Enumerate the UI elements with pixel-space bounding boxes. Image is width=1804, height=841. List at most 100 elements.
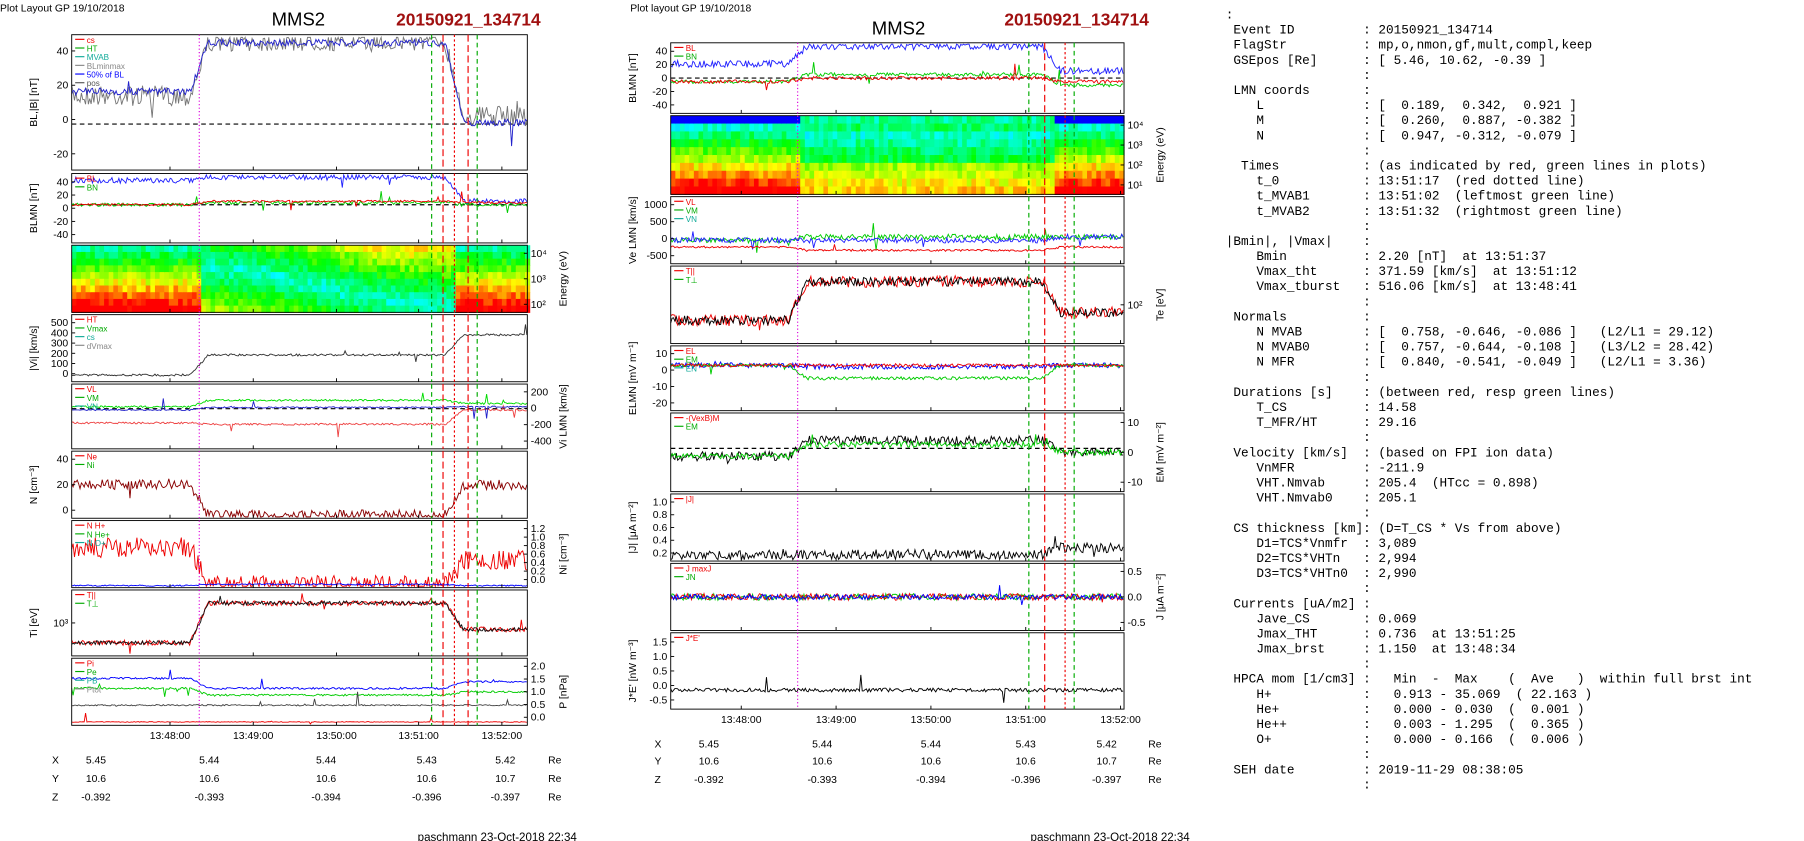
spectrogram-cell <box>289 245 295 253</box>
spectrogram-cell <box>344 292 350 300</box>
spectrogram-cell <box>215 258 221 266</box>
info-line: : <box>1226 777 1371 792</box>
spectrogram-cell <box>201 305 207 313</box>
spectrogram-cell <box>712 162 718 172</box>
trace <box>71 35 528 127</box>
spectrogram-cell <box>1031 170 1037 180</box>
trace <box>71 537 528 589</box>
spectrogram-cell <box>1059 178 1065 188</box>
spectrogram-cell <box>999 115 1005 125</box>
spectrogram-cell <box>1073 155 1079 164</box>
spectrogram-cell <box>390 292 397 300</box>
legend-label: Pi <box>87 659 94 668</box>
spectrogram-cell <box>693 123 700 132</box>
spectrogram-cell <box>1003 139 1009 148</box>
spectrogram-cell <box>758 155 764 164</box>
ephemeris-cell: Re <box>548 774 562 785</box>
spectrogram-cell <box>478 251 484 260</box>
spectrogram-cell <box>210 245 216 253</box>
spectrogram-cell <box>976 123 982 132</box>
spectrogram-cell <box>404 278 410 287</box>
spectrogram-cell <box>104 265 110 273</box>
spectrogram-cell <box>279 305 286 313</box>
spectrogram-cell <box>989 131 996 140</box>
spectrogram-cell <box>131 285 138 293</box>
spectrogram-cell <box>980 170 986 180</box>
spectrogram-cell <box>1077 123 1083 132</box>
legend-label: cs <box>87 36 95 45</box>
spectrogram-cell <box>994 147 1000 156</box>
spectrogram-cell <box>219 292 225 300</box>
spectrogram-cell <box>948 186 954 195</box>
spectrogram-cell <box>326 305 332 313</box>
spectrogram-cell <box>127 278 133 287</box>
spectrogram-cell <box>145 298 151 307</box>
spectrogram-cell <box>730 155 737 164</box>
spectrogram-cell <box>864 186 871 195</box>
spectrogram-cell <box>409 272 415 280</box>
spectrogram-cell <box>520 272 526 280</box>
spectrogram-cell <box>1073 162 1079 172</box>
spectrogram-cell <box>814 170 820 180</box>
spectrogram-cell <box>869 147 875 156</box>
spectrogram-cell <box>939 139 945 148</box>
spectrogram-cell <box>1013 139 1019 148</box>
spectrogram-cell <box>1045 155 1051 164</box>
spectrogram-cell <box>767 155 774 164</box>
spectrogram-cell <box>952 123 959 132</box>
spectrogram-cell <box>141 258 147 266</box>
spectrogram-cell <box>247 305 253 313</box>
spectrogram-cell <box>781 155 787 164</box>
spectrogram-cell <box>827 170 834 180</box>
spectrogram-cell <box>367 258 373 266</box>
spectrogram-cell <box>210 272 216 280</box>
panel-frame <box>670 345 1125 412</box>
spectrogram-cell <box>777 170 783 180</box>
spectrogram-cell <box>228 272 235 280</box>
spectrogram-cell <box>261 251 267 260</box>
spectrogram-cell <box>952 178 959 188</box>
spectrogram-cell <box>400 298 406 307</box>
spectrogram-cell <box>210 285 216 293</box>
y-tick-label: -20 <box>652 87 667 98</box>
spectrogram-cell <box>131 298 138 307</box>
spectrogram-cell <box>883 115 889 125</box>
spectrogram-cell <box>855 123 861 132</box>
spectrogram-cell <box>395 251 401 260</box>
spectrogram-cell <box>85 245 91 253</box>
spectrogram-cell <box>238 251 244 260</box>
spectrogram-cell <box>1040 186 1046 195</box>
spectrogram-cell <box>469 245 475 253</box>
spectrogram-cell <box>298 245 304 253</box>
spectrogram-cell <box>952 155 959 164</box>
spectrogram-cell <box>395 292 401 300</box>
spectrogram-cell <box>94 305 101 313</box>
spectrogram-cell <box>321 251 327 260</box>
spectrogram-cell <box>506 298 512 307</box>
spectrogram-cell <box>1045 162 1051 172</box>
spectrogram-cell <box>874 131 880 140</box>
spectrogram-cell <box>1054 155 1060 164</box>
y-tick-label: 10⁴ <box>1128 121 1144 132</box>
spectrogram-cell <box>670 155 676 164</box>
spectrogram-cell <box>136 272 142 280</box>
spectrogram-cell <box>117 272 124 280</box>
spectrogram-cell <box>925 131 931 140</box>
y-axis-label: J*E' [nW m⁻³] <box>628 639 639 702</box>
spectrogram-cell <box>339 298 346 307</box>
spectrogram-cell <box>386 298 392 307</box>
spectrogram-cell <box>409 278 415 287</box>
spectrogram-cell <box>215 272 221 280</box>
spectrogram-cell <box>196 272 202 280</box>
spectrogram-cell <box>804 170 811 180</box>
spectrogram-cell <box>730 147 737 156</box>
spectrogram-cell <box>302 258 309 266</box>
y-tick-label: 0.8 <box>653 510 668 521</box>
spectrogram-cell <box>1114 170 1120 180</box>
spectrogram-cell <box>395 258 401 266</box>
spectrogram-cell <box>902 162 908 172</box>
spectrogram-cell <box>90 272 96 280</box>
spectrogram-cell <box>488 292 494 300</box>
spectrogram-cell <box>758 147 764 156</box>
spectrogram-cell <box>261 305 267 313</box>
